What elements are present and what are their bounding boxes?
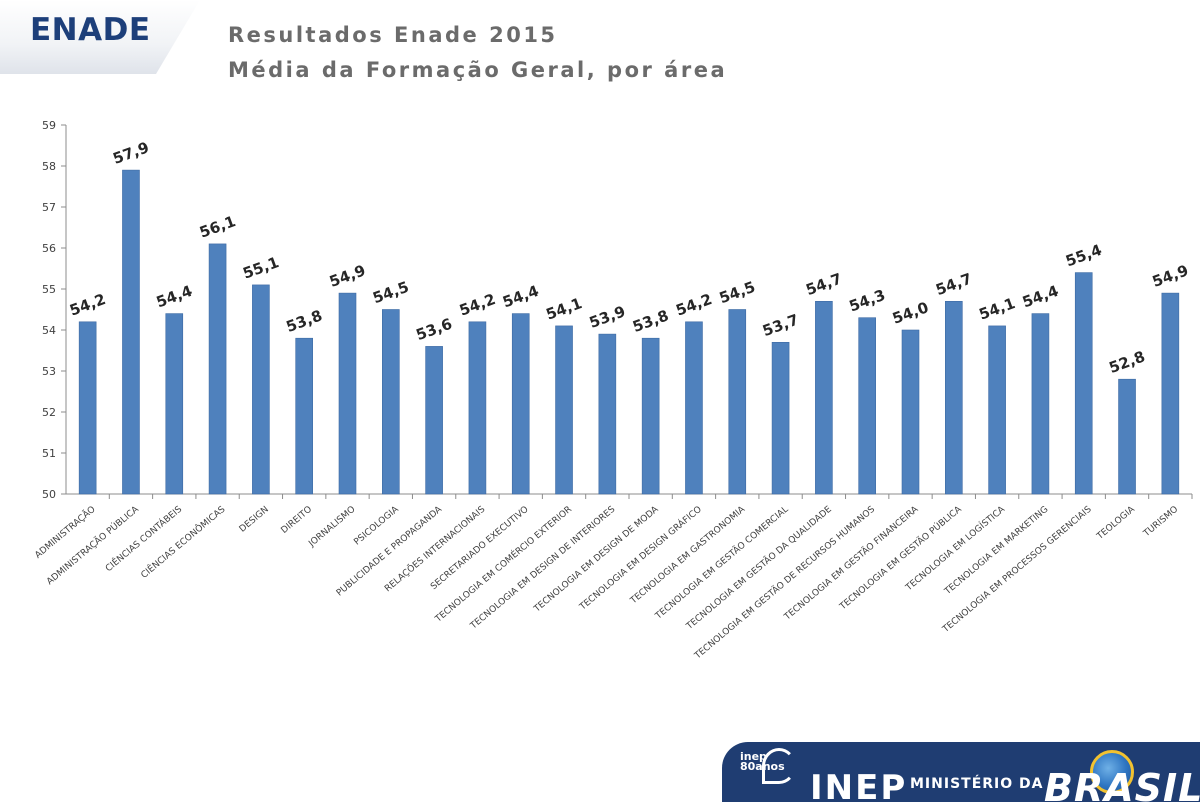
bar-chart: 5051525354555657585954,2ADMINISTRAÇÃO57,… xyxy=(33,119,1193,662)
data-label: 55,4 xyxy=(1063,241,1104,271)
data-label: 54,4 xyxy=(1020,282,1061,312)
y-tick-label: 59 xyxy=(42,119,56,132)
data-label: 54,5 xyxy=(717,278,758,308)
inep-anniversary-mark: inep 80anos xyxy=(740,750,785,773)
bar xyxy=(901,329,920,495)
bar xyxy=(555,325,573,495)
bar xyxy=(382,309,400,495)
bar xyxy=(511,313,530,495)
y-tick-label: 56 xyxy=(42,242,56,255)
inep-leaf-icon xyxy=(762,748,796,784)
bar xyxy=(1118,378,1136,495)
y-tick-label: 50 xyxy=(42,488,56,501)
bar xyxy=(685,321,703,495)
y-tick-label: 54 xyxy=(42,324,56,337)
bar xyxy=(815,300,833,495)
data-label: 52,8 xyxy=(1107,347,1148,377)
brasil-logo: BRASIL xyxy=(1044,766,1200,802)
bar xyxy=(641,337,660,495)
data-label: 53,6 xyxy=(414,315,455,345)
bar xyxy=(598,333,617,495)
data-label: 53,7 xyxy=(760,311,801,341)
category-label: DESIGN xyxy=(238,505,271,535)
chart-subtitle: Média da Formação Geral, por área xyxy=(228,58,728,82)
data-label: 56,1 xyxy=(197,212,238,242)
category-label: TURISMO xyxy=(1141,505,1180,540)
y-tick-label: 51 xyxy=(42,447,56,460)
category-label: CIÊNCIAS ECONÔMICAS xyxy=(138,503,227,581)
bar xyxy=(1161,292,1180,495)
data-label: 54,2 xyxy=(67,290,108,320)
bar xyxy=(945,300,963,495)
y-tick-label: 58 xyxy=(42,160,56,173)
globe-icon xyxy=(1090,750,1134,794)
data-label: 54,4 xyxy=(500,282,541,312)
data-label: 54,3 xyxy=(847,286,888,316)
category-label: DIREITO xyxy=(280,505,315,536)
inep-logo: INEP xyxy=(810,768,908,802)
ministerio-label: MINISTÉRIO DA xyxy=(910,776,1044,792)
data-label: 53,8 xyxy=(630,306,671,336)
category-label: JORNALISMO xyxy=(306,505,357,550)
bar xyxy=(165,313,184,495)
bar xyxy=(295,337,313,495)
data-label: 54,9 xyxy=(327,261,368,291)
data-label: 54,2 xyxy=(457,290,498,320)
data-label: 54,0 xyxy=(890,298,931,328)
bar xyxy=(468,321,487,495)
y-tick-label: 57 xyxy=(42,201,56,214)
data-label: 54,1 xyxy=(977,294,1018,324)
bar xyxy=(858,317,876,495)
data-label: 57,9 xyxy=(110,138,151,168)
chart-title: Resultados Enade 2015 xyxy=(228,23,558,47)
bar xyxy=(252,284,270,495)
data-label: 54,5 xyxy=(370,278,411,308)
footer-logo-band: inep 80anos INEP MINISTÉRIO DA BRASIL xyxy=(722,742,1200,802)
category-label: TEOLOGIA xyxy=(1095,504,1138,542)
bar xyxy=(1031,313,1050,495)
bar xyxy=(78,321,97,495)
enade-logo: ENADE xyxy=(30,12,151,48)
y-tick-label: 55 xyxy=(42,283,56,296)
bar xyxy=(425,346,443,495)
bar xyxy=(771,341,790,495)
data-label: 53,9 xyxy=(587,302,628,332)
bar xyxy=(208,243,227,495)
data-label: 54,9 xyxy=(1150,261,1191,291)
bar xyxy=(988,325,1006,495)
data-label: 53,8 xyxy=(284,306,325,336)
category-label: TECNOLOGIA EM PROCESSOS GERENCIAIS xyxy=(940,504,1093,635)
y-tick-label: 52 xyxy=(42,406,56,419)
category-label: TECNOLOGIA EM GESTÃO DA QUALIDADE xyxy=(684,504,835,633)
data-label: 54,2 xyxy=(673,290,714,320)
bar xyxy=(122,169,140,495)
data-label: 54,1 xyxy=(544,294,585,324)
category-label: CIÊNCIAS CONTÁBEIS xyxy=(103,503,185,574)
data-label: 55,1 xyxy=(240,253,281,283)
bar xyxy=(338,292,357,495)
data-label: 54,7 xyxy=(933,270,974,300)
bar xyxy=(1074,272,1093,495)
bar xyxy=(728,309,747,495)
data-label: 54,7 xyxy=(803,270,844,300)
y-tick-label: 53 xyxy=(42,365,56,378)
data-label: 54,4 xyxy=(154,282,195,312)
